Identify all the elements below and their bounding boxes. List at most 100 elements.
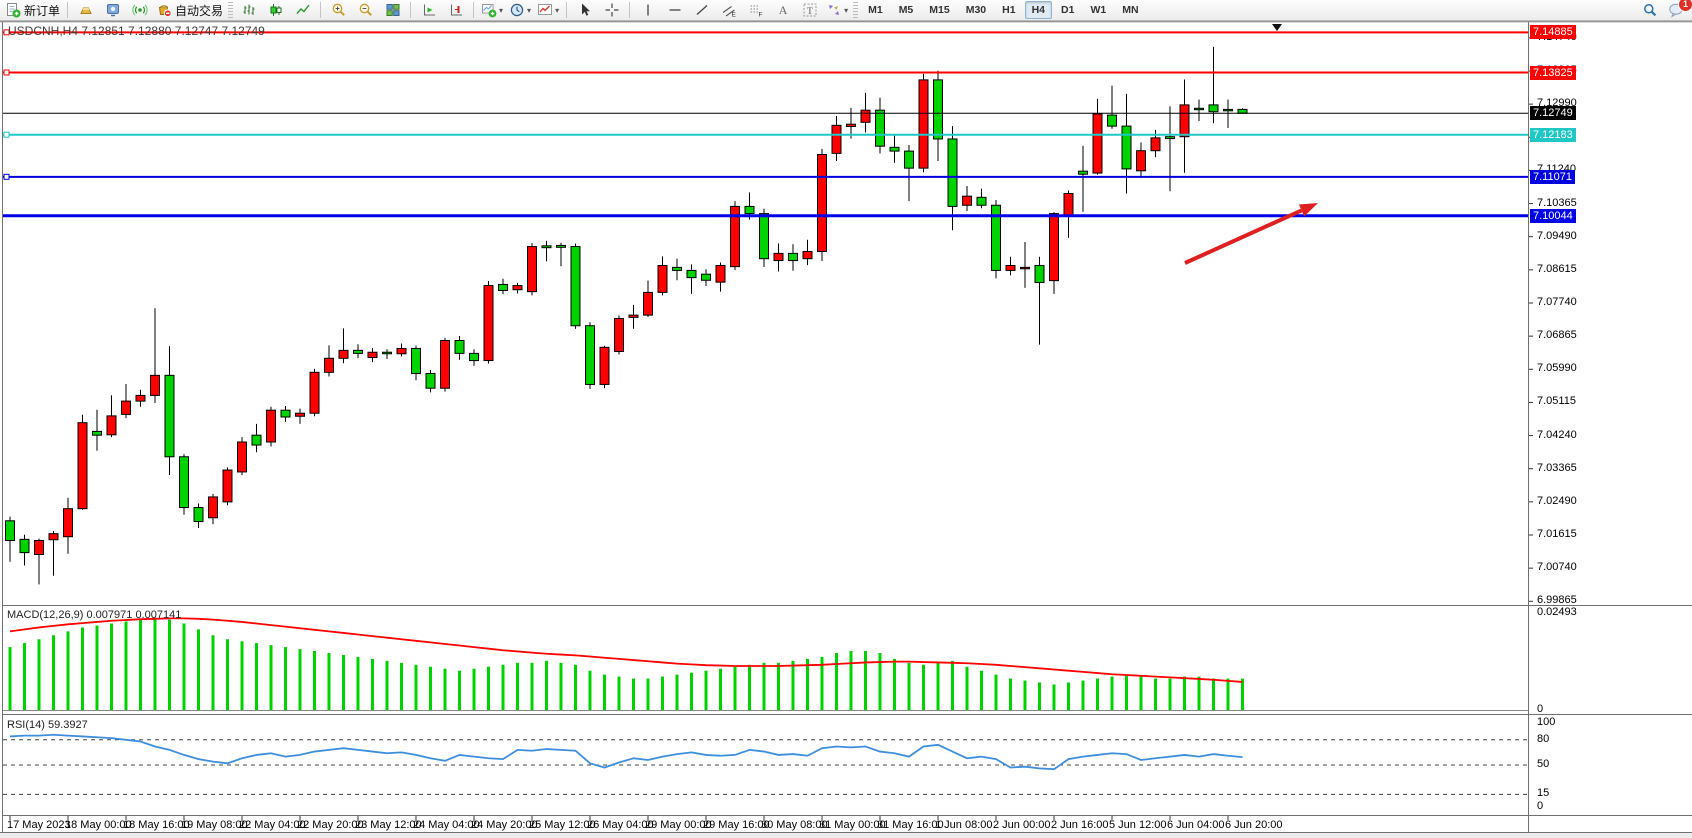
svg-text:A: A [778,3,787,17]
time-axis-label: 5 Jun 12:00 [1109,819,1167,831]
candle-bearish [251,434,262,446]
crosshair-button[interactable] [598,0,625,21]
zoom-in-button[interactable] [325,0,352,21]
toolbar-grip [853,2,859,18]
svg-text:T: T [807,7,813,17]
line-anchor[interactable] [3,131,10,138]
text-button[interactable]: A [769,0,796,21]
time-axis-label: 19 May 08:00 [181,819,248,831]
rsi-axis-label: 50 [1537,758,1550,770]
price-tick-label: 7.10365 [1537,196,1577,209]
market-watch-button[interactable] [72,0,99,21]
price-tick-label: 7.06865 [1537,329,1577,342]
candle-bullish [295,412,305,417]
annotation-arrow-shaft[interactable] [1184,208,1303,265]
chart-shift-button[interactable] [442,0,469,21]
time-axis-label: 29 May 00:00 [645,819,712,831]
new-order-button[interactable]: 新订单 [2,0,63,21]
trendline-icon [694,2,710,18]
candle-bullish [846,123,856,127]
search-button[interactable] [1636,0,1663,21]
time-axis-label: 31 May 00:00 [819,819,886,831]
timeframe-M30[interactable]: M30 [965,4,987,16]
trendline-button[interactable] [688,0,715,21]
bar-chart-button[interactable] [235,0,262,21]
candle-bearish [1078,170,1088,175]
channel-button[interactable]: E [715,0,742,21]
time-axis-label: 2 Jun 16:00 [1051,819,1109,831]
line-chart-button[interactable] [289,0,316,21]
candle-bearish [353,349,363,354]
separator [410,2,412,18]
line-anchor[interactable] [3,173,10,180]
separator [67,2,69,18]
horizontal-line-button[interactable] [661,0,688,21]
autotrading-button[interactable]: 自动交易 [153,0,226,21]
timeframe-M5[interactable]: M5 [898,4,914,16]
candle-bullish [121,400,131,415]
timeframe-M15[interactable]: M15 [929,4,950,16]
candle-bullish [367,351,378,359]
tile-windows-button[interactable] [379,0,406,21]
text-label-button[interactable]: T [796,0,823,21]
templates-button[interactable]: ▾ [534,0,562,21]
candle-bearish [193,507,204,523]
candle-bullish [34,539,44,556]
equidistant-channel-icon: E [721,2,737,18]
candle-bullish [1020,266,1030,270]
notifications-button[interactable]: 1 [1663,0,1692,21]
timeframe-H1[interactable]: H1 [1002,4,1016,16]
price-tick-label: 7.12990 [1537,97,1577,110]
clock-icon [509,2,525,18]
candle-bullish [773,252,784,262]
indicators-button[interactable]: ▾ [478,0,506,21]
signals-button[interactable] [126,0,153,21]
auto-scroll-button[interactable] [415,0,442,21]
candle-bearish [904,150,914,169]
time-axis-label: 6 Jun 04:00 [1167,819,1225,831]
candle-bullish [860,109,871,123]
rsi-axis-label: 80 [1537,732,1550,745]
zoom-out-button[interactable] [352,0,379,21]
candle-bearish [947,138,958,207]
price-tick-label: 7.08615 [1537,262,1577,275]
chevron-down-icon: ▾ [555,5,560,15]
candle-bearish [498,283,508,291]
chevron-down-icon: ▾ [844,5,849,15]
tile-windows-icon [385,2,401,18]
candle-bullish [1049,213,1059,282]
time-axis-label: 24 May 04:00 [413,819,480,831]
candle-bearish [585,325,595,385]
auto-scroll-icon [421,2,437,18]
fibonacci-button[interactable]: F [742,0,769,21]
cursor-button[interactable] [571,0,598,21]
candle-bearish [1121,125,1132,170]
vertical-line-button[interactable] [634,0,661,21]
time-axis-label: 24 May 20:00 [471,819,538,831]
timeframe-D1[interactable]: D1 [1061,4,1075,16]
timeframe-H4[interactable]: H4 [1024,1,1053,19]
candle-bearish [92,430,102,436]
chart-title: USDCNH,H4 7.12851 7.12880 7.12747 7.1274… [8,24,265,38]
time-axis-label: 23 May 12:00 [355,819,422,831]
annotation-arrow-head[interactable] [1298,203,1318,217]
time-axis-label: 17 May 2023 [7,819,71,831]
periodicity-button[interactable]: ▾ [506,0,534,21]
rsi-label: RSI(14) 59.3927 [7,719,88,731]
arrows-button[interactable]: ▾ [823,0,851,21]
candlestick-button[interactable] [262,0,289,21]
timeframe-W1[interactable]: W1 [1090,4,1107,16]
candle-bullish [222,469,233,503]
timeframe-MN[interactable]: MN [1122,4,1139,16]
line-anchor[interactable] [3,29,10,36]
chart-marker-icon[interactable] [1272,24,1282,31]
line-anchor[interactable] [3,69,10,76]
candle-bearish [701,273,711,281]
price-tag-7.12749: 7.12749 [1530,106,1576,121]
separator [320,2,322,18]
terminal-button[interactable] [99,0,126,21]
candle-bearish [179,456,189,509]
candle-bearish [280,409,291,418]
timeframe-M1[interactable]: M1 [868,4,883,16]
